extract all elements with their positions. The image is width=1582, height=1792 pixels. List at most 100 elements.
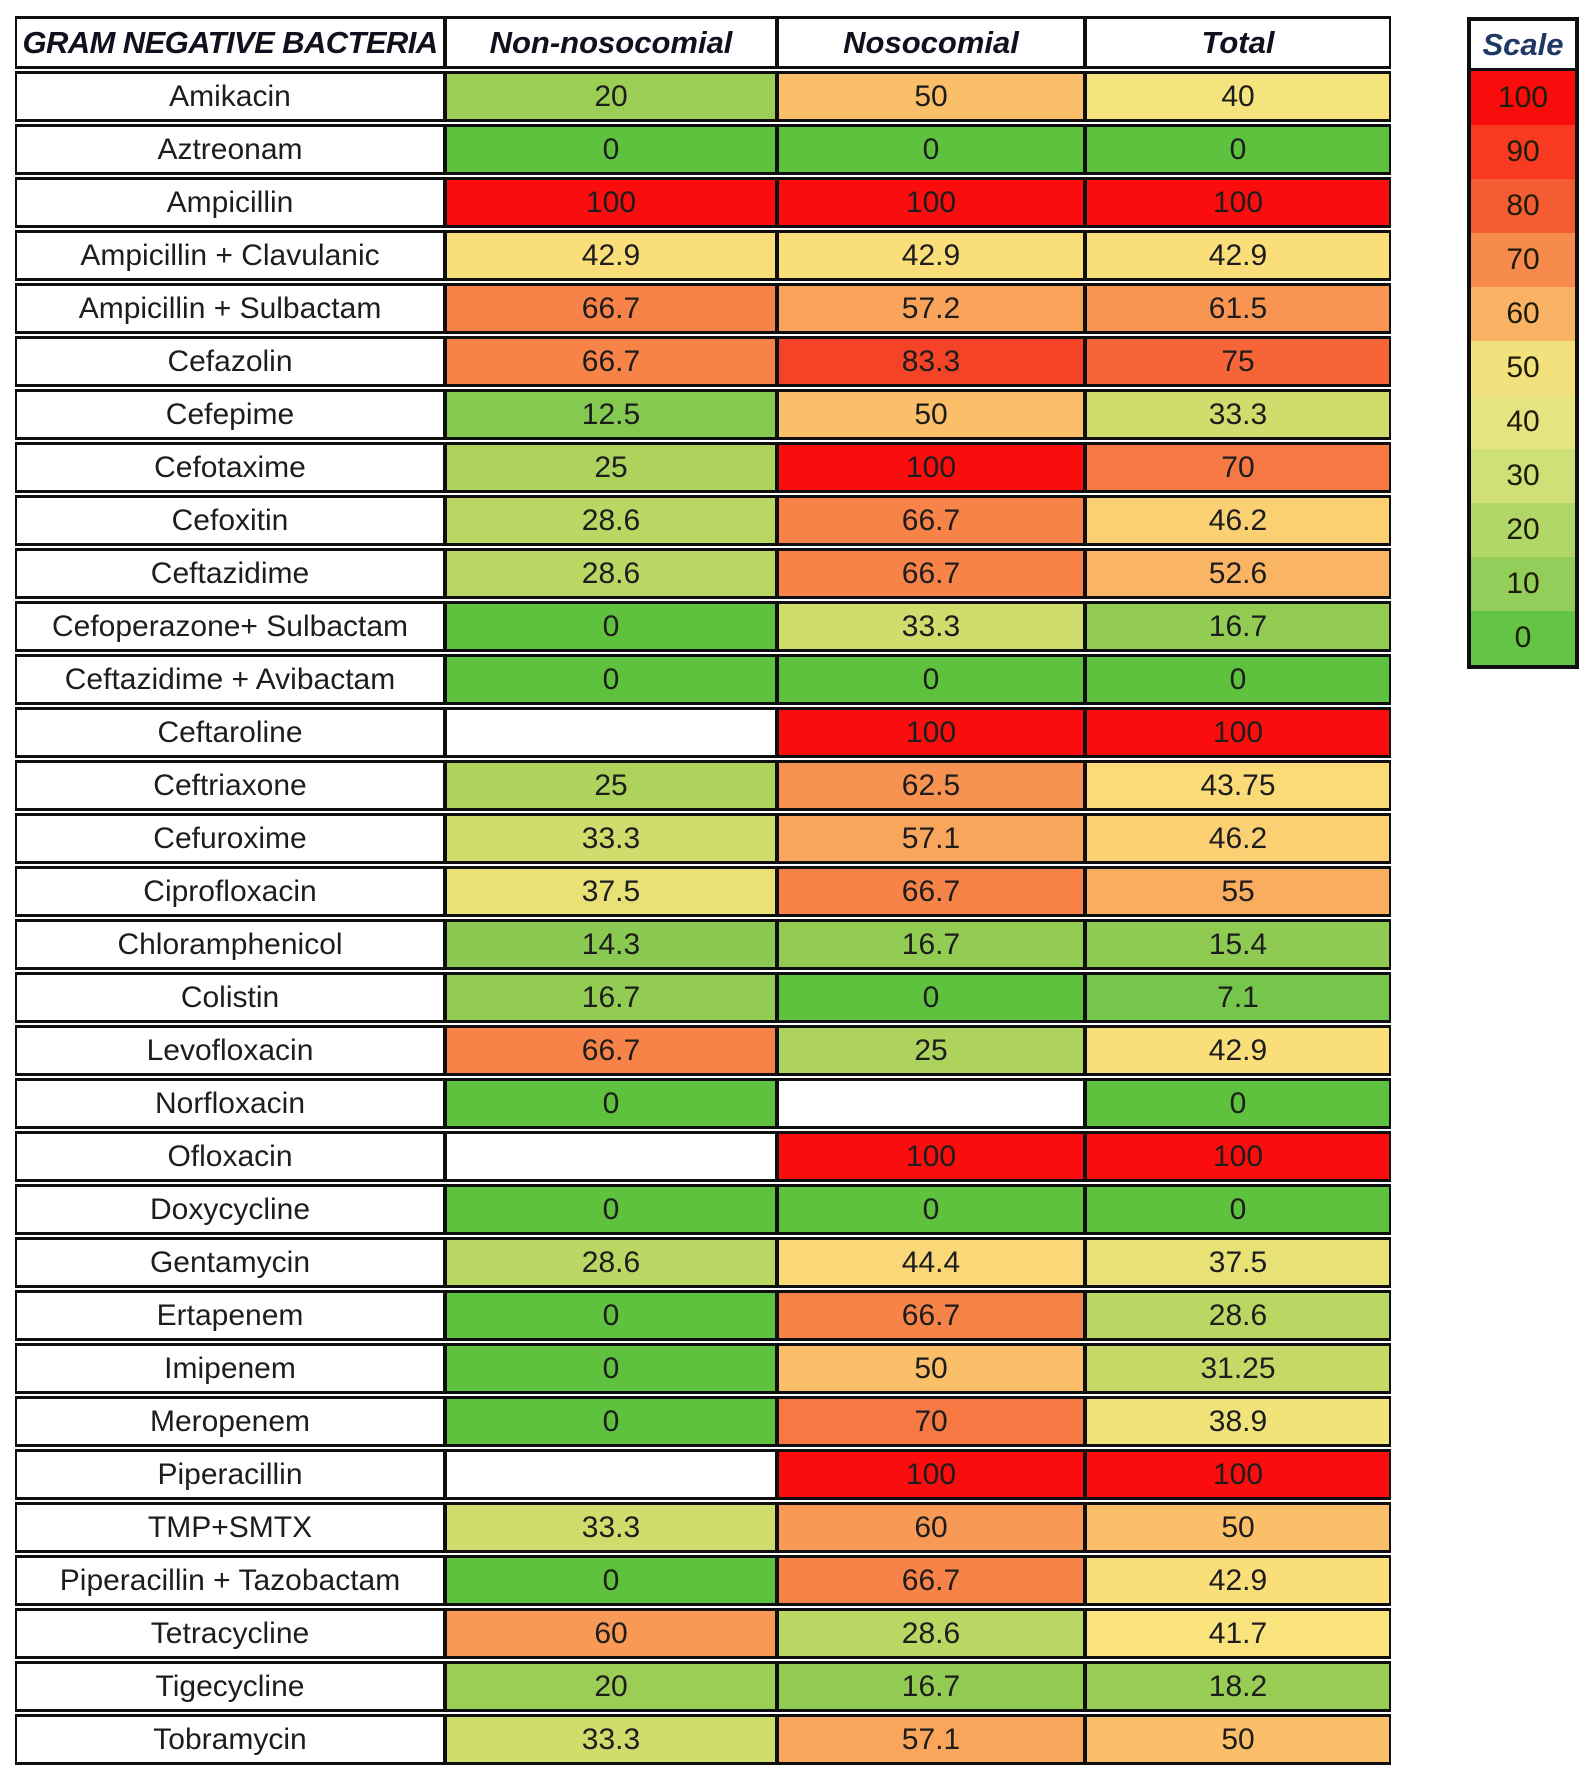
table-row: Amikacin 20 50 40 xyxy=(15,71,1391,122)
table-row: Ceftaroline 100 100 xyxy=(15,707,1391,758)
value-cell: 50 xyxy=(1085,1714,1391,1765)
scale-swatch: 30 xyxy=(1471,449,1575,503)
drug-name-cell: Meropenem xyxy=(15,1396,445,1447)
value-cell: 0 xyxy=(777,1184,1085,1235)
table-row: Ampicillin + Clavulanic 42.9 42.9 42.9 xyxy=(15,230,1391,281)
value-cell: 33.3 xyxy=(1085,389,1391,440)
table-row: Ertapenem 0 66.7 28.6 xyxy=(15,1290,1391,1341)
value-cell: 66.7 xyxy=(445,1025,777,1076)
scale-swatch: 40 xyxy=(1471,395,1575,449)
column-header-total: Total xyxy=(1085,16,1391,69)
value-cell: 16.7 xyxy=(777,919,1085,970)
value-cell: 100 xyxy=(445,177,777,228)
value-cell: 28.6 xyxy=(445,1237,777,1288)
value-cell: 40 xyxy=(1085,71,1391,122)
scale-swatch: 20 xyxy=(1471,503,1575,557)
table-row: Tigecycline 20 16.7 18.2 xyxy=(15,1661,1391,1712)
table-header-row: GRAM NEGATIVE BACTERIA Non-nosocomial No… xyxy=(15,16,1391,69)
drug-name-cell: Cefotaxime xyxy=(15,442,445,493)
value-cell: 70 xyxy=(777,1396,1085,1447)
value-cell: 25 xyxy=(777,1025,1085,1076)
value-cell: 16.7 xyxy=(445,972,777,1023)
value-cell: 62.5 xyxy=(777,760,1085,811)
value-cell: 0 xyxy=(445,1396,777,1447)
value-cell: 50 xyxy=(1085,1502,1391,1553)
value-cell: 12.5 xyxy=(445,389,777,440)
table-row: Aztreonam 0 0 0 xyxy=(15,124,1391,175)
value-cell: 100 xyxy=(1085,177,1391,228)
table-row: Cefuroxime 33.3 57.1 46.2 xyxy=(15,813,1391,864)
value-cell: 0 xyxy=(1085,654,1391,705)
value-cell: 0 xyxy=(445,601,777,652)
table-row: Cefotaxime 25 100 70 xyxy=(15,442,1391,493)
scale-swatch: 90 xyxy=(1471,125,1575,179)
value-cell: 42.9 xyxy=(1085,230,1391,281)
table-row: Levofloxacin 66.7 25 42.9 xyxy=(15,1025,1391,1076)
drug-name-cell: Tigecycline xyxy=(15,1661,445,1712)
value-cell: 0 xyxy=(1085,1184,1391,1235)
table-row: Cefoperazone+ Sulbactam 0 33.3 16.7 xyxy=(15,601,1391,652)
value-cell: 100 xyxy=(1085,707,1391,758)
value-cell: 100 xyxy=(777,177,1085,228)
drug-name-cell: Colistin xyxy=(15,972,445,1023)
column-header-nosocomial: Nosocomial xyxy=(777,16,1085,69)
scale-swatch: 100 xyxy=(1471,71,1575,125)
table-row: Ceftazidime 28.6 66.7 52.6 xyxy=(15,548,1391,599)
drug-name-cell: Cefoperazone+ Sulbactam xyxy=(15,601,445,652)
drug-name-cell: Ceftaroline xyxy=(15,707,445,758)
value-cell: 57.2 xyxy=(777,283,1085,334)
value-cell: 33.3 xyxy=(445,1714,777,1765)
value-cell: 0 xyxy=(445,1078,777,1129)
drug-name-cell: Amikacin xyxy=(15,71,445,122)
scale-swatch: 60 xyxy=(1471,287,1575,341)
value-cell: 0 xyxy=(445,654,777,705)
value-cell: 50 xyxy=(777,1343,1085,1394)
table-row: Ampicillin + Sulbactam 66.7 57.2 61.5 xyxy=(15,283,1391,334)
table-row: Cefepime 12.5 50 33.3 xyxy=(15,389,1391,440)
value-cell: 28.6 xyxy=(1085,1290,1391,1341)
value-cell: 83.3 xyxy=(777,336,1085,387)
value-cell: 0 xyxy=(445,1555,777,1606)
drug-name-cell: Ceftazidime xyxy=(15,548,445,599)
drug-name-cell: Ertapenem xyxy=(15,1290,445,1341)
value-cell: 38.9 xyxy=(1085,1396,1391,1447)
value-cell: 28.6 xyxy=(445,495,777,546)
drug-name-cell: Cefoxitin xyxy=(15,495,445,546)
table-row: Cefazolin 66.7 83.3 75 xyxy=(15,336,1391,387)
value-cell: 66.7 xyxy=(777,866,1085,917)
drug-name-cell: Piperacillin xyxy=(15,1449,445,1500)
value-cell: 42.9 xyxy=(777,230,1085,281)
value-cell: 66.7 xyxy=(777,1290,1085,1341)
value-cell: 7.1 xyxy=(1085,972,1391,1023)
drug-name-cell: Norfloxacin xyxy=(15,1078,445,1129)
table-row: Tetracycline 60 28.6 41.7 xyxy=(15,1608,1391,1659)
value-cell: 0 xyxy=(1085,1078,1391,1129)
value-cell: 50 xyxy=(777,389,1085,440)
value-cell: 18.2 xyxy=(1085,1661,1391,1712)
value-cell: 52.6 xyxy=(1085,548,1391,599)
value-cell: 60 xyxy=(445,1608,777,1659)
table-row: Cefoxitin 28.6 66.7 46.2 xyxy=(15,495,1391,546)
table-row: Ceftazidime + Avibactam 0 0 0 xyxy=(15,654,1391,705)
value-cell: 33.3 xyxy=(777,601,1085,652)
drug-name-cell: Tetracycline xyxy=(15,1608,445,1659)
value-cell: 16.7 xyxy=(777,1661,1085,1712)
color-scale-legend: Scale 100 90 80 70 60 50 40 30 20 10 0 xyxy=(1467,17,1579,669)
value-cell: 37.5 xyxy=(445,866,777,917)
table-row: Norfloxacin 0 0 xyxy=(15,1078,1391,1129)
value-cell: 0 xyxy=(445,1290,777,1341)
scale-swatch: 10 xyxy=(1471,557,1575,611)
resistance-heatmap-table: GRAM NEGATIVE BACTERIA Non-nosocomial No… xyxy=(15,14,1391,1767)
drug-name-cell: Ampicillin xyxy=(15,177,445,228)
table-row: Piperacillin 100 100 xyxy=(15,1449,1391,1500)
value-cell: 0 xyxy=(445,1343,777,1394)
value-cell: 25 xyxy=(445,760,777,811)
value-cell: 41.7 xyxy=(1085,1608,1391,1659)
value-cell: 55 xyxy=(1085,866,1391,917)
value-cell: 66.7 xyxy=(445,283,777,334)
value-cell: 42.9 xyxy=(1085,1555,1391,1606)
table-row: Ciprofloxacin 37.5 66.7 55 xyxy=(15,866,1391,917)
drug-name-cell: Ciprofloxacin xyxy=(15,866,445,917)
table-title: GRAM NEGATIVE BACTERIA xyxy=(15,16,445,69)
